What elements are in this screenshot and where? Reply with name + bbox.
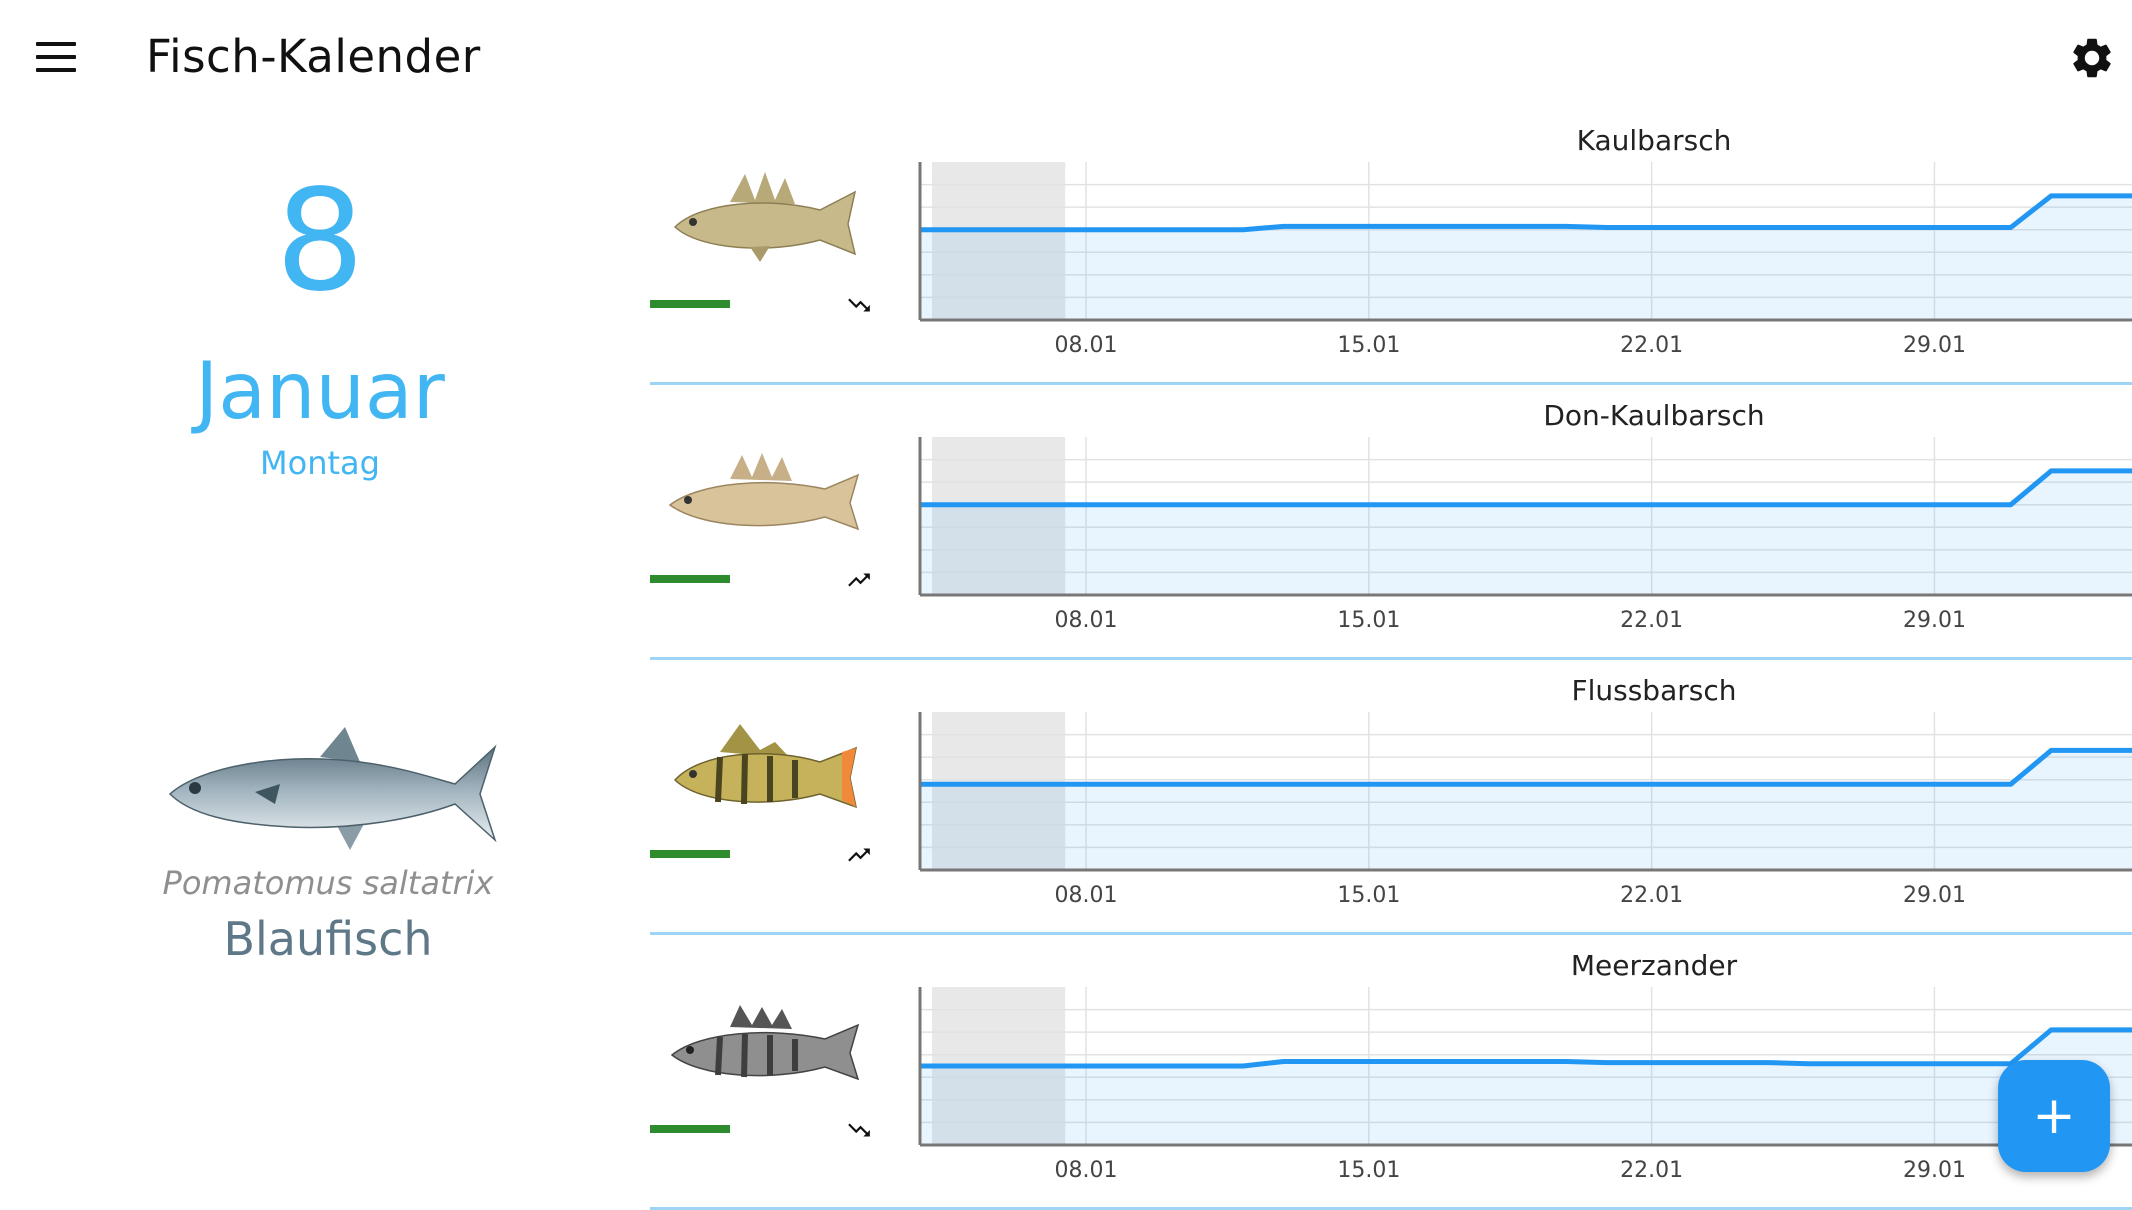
- featured-fish-latin-name: Pomatomus saltatrix: [162, 864, 494, 902]
- x-tick-label: 15.01: [1337, 333, 1400, 358]
- activity-chart: 08.01 15.01 22.01 29.01: [918, 987, 2132, 1183]
- fish-image-kaulbarsch: [673, 172, 857, 262]
- trend-bar: [650, 850, 730, 858]
- trend-bar: [650, 575, 730, 583]
- x-tick-label: 29.01: [1903, 333, 1966, 358]
- series-area: [920, 470, 2132, 595]
- day-number: 8: [275, 160, 365, 323]
- trending-up-icon: [848, 573, 870, 587]
- featured-fish-name: Blaufisch: [223, 912, 433, 966]
- fish-row-don-kaulbarsch[interactable]: Don-Kaulbarsch 08.01 15.01 22.01 29.01: [650, 387, 2132, 660]
- month-label: Januar: [195, 347, 445, 437]
- fish-image-don-kaulbarsch: [668, 453, 860, 531]
- x-tick-label: 08.01: [1055, 1158, 1118, 1183]
- chart-title: Kaulbarsch: [1576, 124, 1732, 157]
- trending-up-icon: [848, 848, 870, 862]
- x-tick-label: 15.01: [1337, 883, 1400, 908]
- x-tick-label: 08.01: [1055, 608, 1118, 633]
- activity-chart: 08.01 15.01 22.01 29.01: [918, 162, 2132, 358]
- highlight-range: [932, 712, 1066, 870]
- chart-title: Flussbarsch: [1571, 674, 1737, 707]
- fish-image-flussbarsch: [673, 724, 858, 809]
- x-tick-label: 15.01: [1337, 1158, 1400, 1183]
- trend-bar: [650, 1125, 730, 1133]
- series-line: [920, 193, 2132, 233]
- x-tick-label: 22.01: [1620, 883, 1683, 908]
- x-tick-label: 29.01: [1903, 1158, 1966, 1183]
- featured-fish-image[interactable]: [160, 712, 500, 872]
- x-tick-label: 08.01: [1055, 883, 1118, 908]
- date-panel: 8 Januar Montag Pomatomus saltatrix Blau…: [0, 112, 640, 1200]
- trending-down-icon: [848, 1123, 870, 1137]
- fish-row-kaulbarsch[interactable]: Kaulbarsch 08.01 15.01 22.01 29.01: [650, 112, 2132, 385]
- activity-chart: 08.01 15.01 22.01 29.01: [918, 437, 2132, 633]
- fish-row-flussbarsch[interactable]: Flussbarsch 08.01 15.01 22.01 29.01: [650, 662, 2132, 935]
- fish-image-meerzander: [670, 1005, 860, 1081]
- highlight-range: [932, 162, 1066, 320]
- series-line: [920, 468, 2132, 508]
- activity-chart: 08.01 15.01 22.01 29.01: [918, 712, 2132, 908]
- chart-title: Meerzander: [1570, 949, 1738, 982]
- chart-title: Don-Kaulbarsch: [1543, 399, 1765, 432]
- weekday-label: Montag: [260, 444, 380, 482]
- highlight-range: [932, 437, 1066, 595]
- plus-icon: +: [2032, 1086, 2076, 1146]
- add-button[interactable]: +: [1998, 1060, 2110, 1172]
- series-area: [920, 1029, 2132, 1145]
- x-tick-label: 15.01: [1337, 608, 1400, 633]
- x-tick-label: 22.01: [1620, 333, 1683, 358]
- trending-down-icon: [848, 298, 870, 312]
- x-tick-label: 22.01: [1620, 608, 1683, 633]
- series-line: [920, 1027, 2132, 1069]
- x-tick-label: 08.01: [1055, 333, 1118, 358]
- x-tick-label: 22.01: [1620, 1158, 1683, 1183]
- menu-icon[interactable]: [36, 42, 76, 72]
- x-tick-label: 29.01: [1903, 608, 1966, 633]
- series-line: [920, 747, 2132, 787]
- app-title: Fisch-Kalender: [146, 30, 481, 83]
- app-bar: Fisch-Kalender: [0, 0, 2132, 112]
- series-area: [920, 750, 2132, 870]
- gear-icon[interactable]: [2068, 34, 2116, 82]
- x-tick-label: 29.01: [1903, 883, 1966, 908]
- trend-bar: [650, 300, 730, 308]
- fish-row-meerzander[interactable]: Meerzander 08.01 15.01 22.01 29.01: [650, 937, 2132, 1210]
- series-area: [920, 195, 2132, 320]
